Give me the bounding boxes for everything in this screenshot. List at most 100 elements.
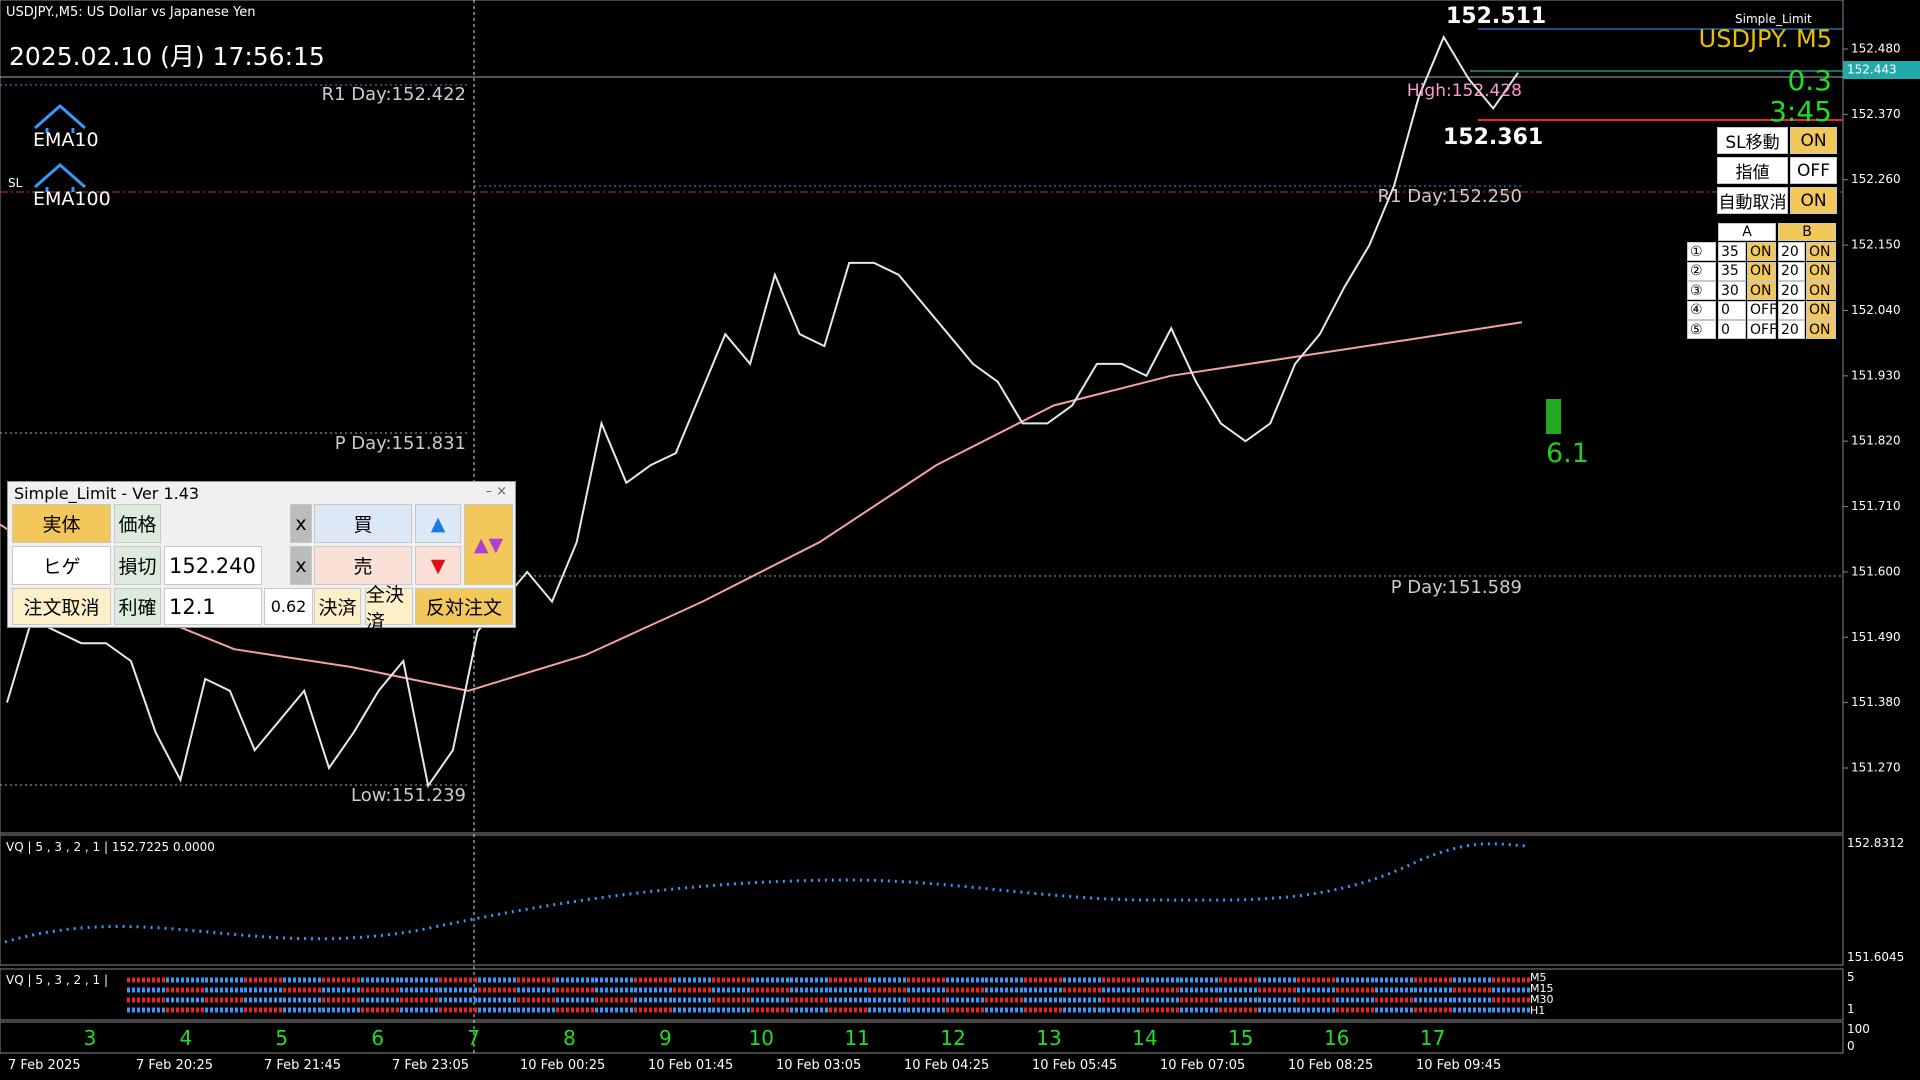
- dialog-button[interactable]: 買: [314, 504, 412, 543]
- table-cell: ④: [1687, 300, 1716, 320]
- dialog-controls[interactable]: – ×: [485, 484, 507, 499]
- table-cell: 0: [1718, 320, 1746, 340]
- session-count: 3: [83, 1026, 97, 1050]
- table-cell: 30: [1718, 281, 1746, 301]
- time-label: 7 Feb 20:25: [136, 1058, 214, 1073]
- table-cell: 20: [1778, 300, 1805, 320]
- table-cell[interactable]: ON: [1806, 281, 1836, 301]
- dialog-button[interactable]: 売: [314, 546, 412, 585]
- vq-min: 151.6045: [1847, 950, 1905, 964]
- dialog-button[interactable]: ▲: [415, 504, 461, 543]
- spread: 0.3: [1787, 64, 1832, 97]
- current-price: 152.443: [1847, 63, 1897, 77]
- table-cell[interactable]: ON: [1806, 300, 1836, 320]
- control-label[interactable]: 指値: [1717, 157, 1788, 184]
- session-count: 8: [563, 1026, 576, 1050]
- ema-icon: [34, 163, 86, 192]
- vq-frame: [0, 834, 1844, 966]
- main-frame: [0, 0, 1844, 834]
- price-tick-label: 151.600: [1851, 564, 1901, 578]
- time-label: 7 Feb 23:05: [392, 1058, 470, 1073]
- vq-max: 152.8312: [1847, 836, 1905, 850]
- ema-label: EMA100: [33, 188, 111, 210]
- time-label: 7 Feb 2025: [8, 1058, 81, 1073]
- session-count: 6: [371, 1026, 385, 1050]
- control-value[interactable]: ON: [1790, 127, 1837, 154]
- time-label: 10 Feb 09:45: [1416, 1058, 1502, 1073]
- vq2-top: 5: [1847, 970, 1855, 984]
- time-label: 10 Feb 03:05: [776, 1058, 862, 1073]
- table-cell: ②: [1687, 261, 1716, 281]
- table-cell: 20: [1778, 242, 1805, 261]
- dialog-button[interactable]: 反対注文: [415, 588, 513, 625]
- time-label: 10 Feb 00:25: [520, 1058, 606, 1073]
- dialog-button[interactable]: x: [290, 546, 312, 585]
- control-value[interactable]: OFF: [1790, 157, 1837, 184]
- level-label: R1 Day:152.250: [1377, 186, 1522, 207]
- vq2-bottom: 1: [1847, 1002, 1855, 1016]
- dialog-button[interactable]: ▲▼: [464, 504, 513, 585]
- table-cell: 20: [1778, 281, 1805, 301]
- timeframe-label: H1: [1530, 1004, 1546, 1017]
- table-cell: 35: [1718, 261, 1746, 281]
- dialog-button[interactable]: ▼: [415, 546, 461, 585]
- vq2-label: VQ | 5 , 3 , 2 , 1 |: [6, 973, 109, 987]
- table-header: B: [1778, 223, 1836, 241]
- high-label: High:152.428: [1406, 81, 1522, 101]
- chart-title: USDJPY.,M5: US Dollar vs Japanese Yen: [6, 5, 256, 20]
- dialog-button[interactable]: 0.62: [264, 588, 313, 625]
- price-tick-label: 151.930: [1851, 368, 1901, 382]
- dialog-button[interactable]: 12.1: [164, 588, 262, 625]
- table-cell[interactable]: ON: [1747, 281, 1776, 301]
- ema-icon: [34, 104, 86, 133]
- time-label: 10 Feb 05:45: [1032, 1058, 1118, 1073]
- panel3-frame: [0, 1021, 1844, 1054]
- table-cell[interactable]: ON: [1806, 320, 1836, 340]
- timeframe-label: M30: [1530, 993, 1554, 1006]
- session-count: 4: [179, 1026, 193, 1050]
- dialog-button[interactable]: x: [290, 504, 312, 543]
- dialog-button[interactable]: ヒゲ: [12, 546, 111, 585]
- session-count: 12: [940, 1026, 966, 1050]
- timeframe-label: M15: [1530, 982, 1554, 995]
- control-label[interactable]: 自動取消: [1717, 187, 1788, 214]
- symbol-label: USDJPY. M5: [1698, 25, 1832, 53]
- dialog-button[interactable]: 利確: [114, 588, 161, 625]
- level-label: P Day:151.589: [1390, 577, 1522, 598]
- table-cell: ①: [1687, 242, 1716, 261]
- dialog-button[interactable]: 注文取消: [12, 588, 111, 625]
- price-tick-label: 151.820: [1851, 434, 1901, 448]
- session-count: 17: [1419, 1026, 1446, 1050]
- level-label: Low:151.239: [351, 785, 466, 806]
- ema-label: EMA10: [33, 129, 99, 151]
- control-label[interactable]: SL移動: [1717, 127, 1788, 154]
- table-cell[interactable]: ON: [1747, 261, 1776, 281]
- vq-label: VQ | 5 , 3 , 2 , 1 | 152.7225 0.0000: [6, 840, 215, 854]
- dialog-button[interactable]: 全決済: [365, 584, 413, 633]
- table-cell[interactable]: ON: [1747, 242, 1776, 261]
- dialog-button[interactable]: 価格: [114, 504, 161, 543]
- price-tag: [1843, 61, 1920, 79]
- table-cell[interactable]: OFF: [1747, 300, 1777, 320]
- table-cell[interactable]: OFF: [1747, 320, 1777, 340]
- dialog-button[interactable]: 決済: [314, 588, 361, 625]
- datetime: 2025.02.10 (月) 17:56:15: [9, 42, 325, 71]
- table-cell: 0: [1718, 300, 1746, 320]
- table-cell[interactable]: ON: [1806, 242, 1836, 261]
- time-label: 10 Feb 07:05: [1160, 1058, 1246, 1073]
- session-count: 9: [659, 1026, 672, 1050]
- price-tick-label: 151.380: [1851, 695, 1901, 709]
- session-count: 13: [1036, 1026, 1062, 1050]
- dialog-button[interactable]: 損切: [114, 546, 161, 585]
- control-value[interactable]: ON: [1790, 187, 1837, 214]
- table-cell: 20: [1778, 261, 1805, 281]
- dialog-button[interactable]: 実体: [12, 504, 111, 543]
- dialog-button[interactable]: 152.240: [164, 546, 262, 585]
- table-cell[interactable]: ON: [1806, 261, 1836, 281]
- price-line: [6, 34, 1519, 789]
- bid-price: 152.361: [1443, 125, 1544, 150]
- table-cell: ⑤: [1687, 320, 1716, 340]
- price-tick-label: 152.370: [1851, 107, 1901, 121]
